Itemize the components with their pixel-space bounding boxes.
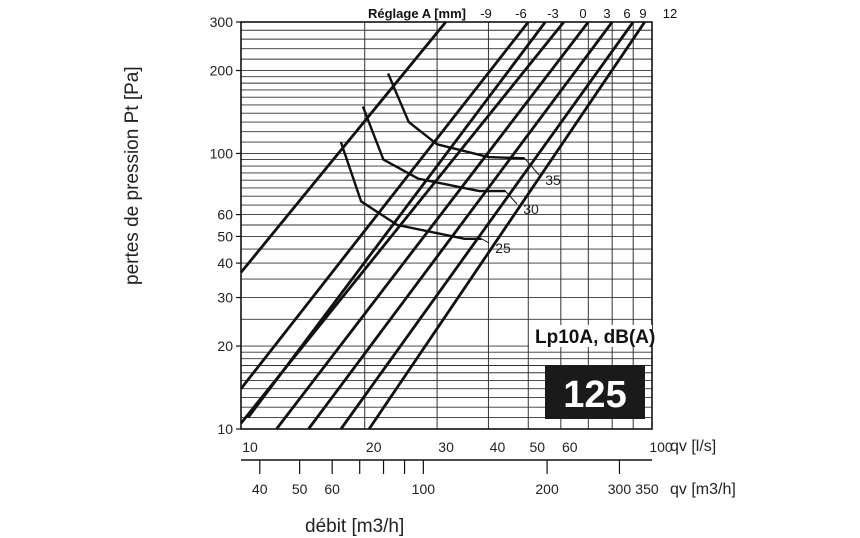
noise-curve xyxy=(339,141,482,240)
x2-tick-label: 200 xyxy=(535,481,559,497)
y-tick-labels: 10 20 30 40 50 60 100 200 300 xyxy=(210,14,241,437)
x2-tick-label: 40 xyxy=(252,481,268,497)
y-axis-title: pertes de pression Pt [Pa] xyxy=(122,66,143,285)
top-tick-label: 12 xyxy=(663,6,677,21)
top-tick-label: 9 xyxy=(639,6,646,21)
top-axis: -9 -6 -3 0 3 6 9 12 xyxy=(480,6,677,21)
x2-tick-label: 60 xyxy=(324,481,340,497)
bottom-title: débit [m3/h] xyxy=(305,516,404,537)
noise-curve-label: 30 xyxy=(523,201,539,217)
x-tick-label: 50 xyxy=(529,439,545,455)
x-tick-label: 40 xyxy=(490,439,506,455)
x2-tick-label: 100 xyxy=(412,481,436,497)
series-layer xyxy=(239,21,646,430)
y-tick-label: 10 xyxy=(217,421,233,437)
noise-leader-line xyxy=(481,238,490,244)
x2-axis: 40 50 60 100 200 300 350 xyxy=(241,459,659,497)
x-tick-label: 100 xyxy=(649,439,673,455)
noise-leader-line xyxy=(505,190,518,205)
series-line xyxy=(307,21,614,430)
top-tick-label: 6 xyxy=(623,6,630,21)
y-tick-label: 100 xyxy=(210,145,234,161)
top-tick-label: -3 xyxy=(547,6,559,21)
x2-tick-label: 350 xyxy=(635,481,659,497)
x2-axis-unit-label: qv [m3/h] xyxy=(670,481,736,498)
x2-tick-label: 300 xyxy=(608,481,632,497)
top-tick-label: -6 xyxy=(515,6,527,21)
top-axis-title: Réglage A [mm] xyxy=(368,6,466,21)
noise-leader-line xyxy=(524,158,540,176)
plot-frame xyxy=(240,21,653,430)
y-tick-label: 30 xyxy=(217,290,233,306)
x-tick-label: 30 xyxy=(438,439,454,455)
x-tick-label: 10 xyxy=(242,439,258,455)
noise-curve-label: 25 xyxy=(495,240,511,256)
x-axis-unit-label: qv [l/s] xyxy=(670,438,716,455)
series-line xyxy=(239,21,530,390)
top-tick-label: -9 xyxy=(480,6,492,21)
y-tick-label: 60 xyxy=(217,207,233,223)
product-label: Lp10A, dB(A) xyxy=(535,327,655,348)
series-line xyxy=(275,21,590,430)
series-line xyxy=(339,21,635,430)
top-tick-label: 0 xyxy=(579,6,586,21)
series-line xyxy=(367,21,646,430)
top-tick-label: 3 xyxy=(603,6,610,21)
y-tick-label: 50 xyxy=(217,228,233,244)
x-tick-labels: 10 20 30 40 50 60 100 xyxy=(242,439,673,455)
x-tick-label: 20 xyxy=(366,439,382,455)
noise-curve-label: 35 xyxy=(545,172,561,188)
y-tick-label: 40 xyxy=(217,255,233,271)
series-line xyxy=(239,21,565,425)
x-tick-label: 60 xyxy=(562,439,578,455)
y-tick-label: 300 xyxy=(210,14,234,30)
y-tick-label: 200 xyxy=(210,63,234,79)
noise-curve xyxy=(386,73,525,160)
product-code: 125 xyxy=(563,374,626,416)
x2-tick-label: 50 xyxy=(292,481,308,497)
y-tick-label: 20 xyxy=(217,338,233,354)
noise-curve xyxy=(361,106,506,193)
product-badge xyxy=(545,365,645,419)
noise-curve-layer: 25 30 35 xyxy=(339,73,561,256)
product-label-box xyxy=(529,325,652,347)
